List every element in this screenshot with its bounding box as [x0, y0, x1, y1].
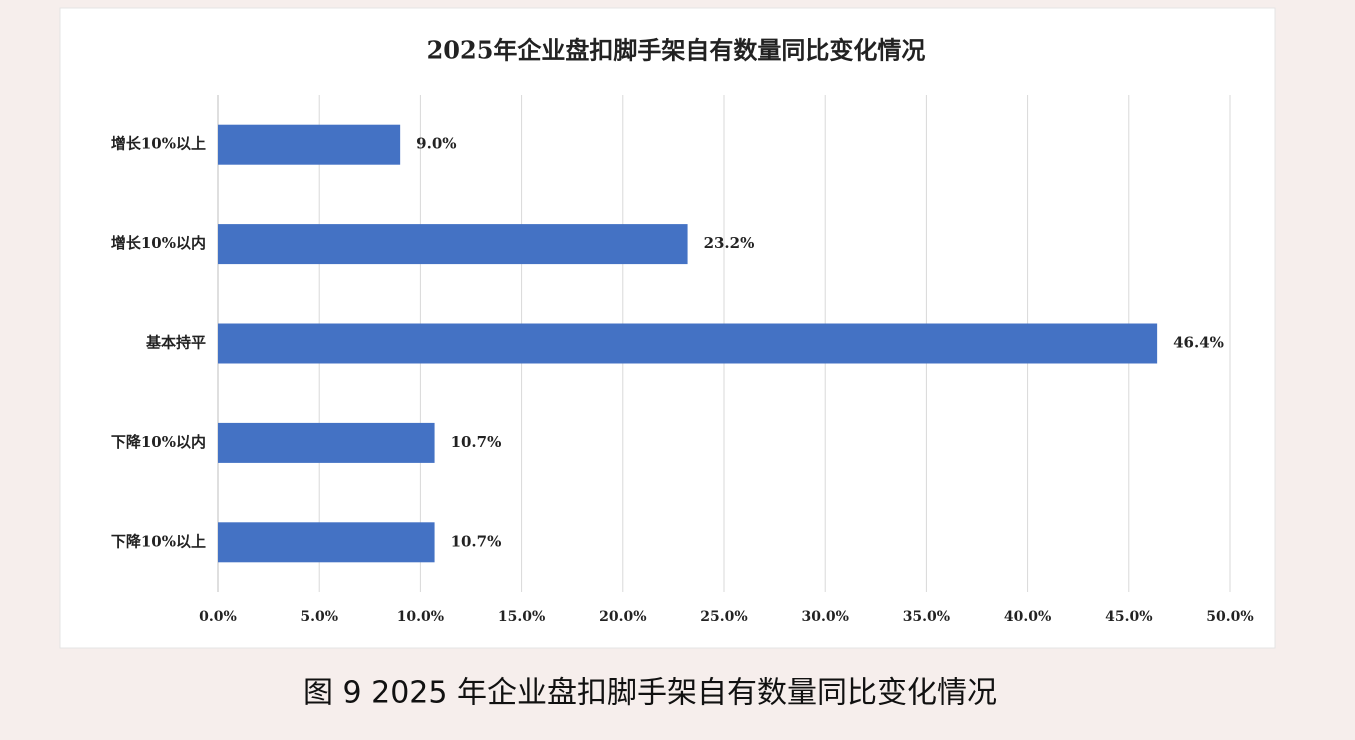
bar — [218, 422, 435, 463]
x-tick-label: 25.0% — [700, 609, 747, 625]
bar — [218, 124, 401, 165]
data-label: 10.7% — [451, 433, 502, 451]
bar — [218, 224, 688, 265]
x-tick-label: 0.0% — [199, 609, 237, 625]
x-tick-label: 10.0% — [397, 609, 444, 625]
y-tick-label: 下降10%以上 — [111, 532, 206, 550]
x-tick-label: 15.0% — [498, 609, 545, 625]
y-tick-label: 增长10%以上 — [111, 135, 206, 153]
x-tick-label: 30.0% — [801, 609, 848, 625]
y-tick-label: 增长10%以内 — [111, 234, 206, 252]
figure-caption: 图 9 2025 年企业盘扣脚手架自有数量同比变化情况 — [303, 676, 997, 711]
x-tick-label: 45.0% — [1105, 609, 1152, 625]
x-tick-label: 5.0% — [300, 609, 338, 625]
x-tick-label: 40.0% — [1004, 609, 1051, 625]
data-label: 46.4% — [1173, 334, 1224, 352]
bar — [218, 522, 435, 563]
data-label: 10.7% — [451, 532, 502, 550]
data-label: 9.0% — [416, 135, 456, 153]
y-tick-label: 下降10%以内 — [111, 433, 206, 451]
bar — [218, 323, 1158, 364]
y-tick-label: 基本持平 — [145, 334, 206, 352]
x-tick-label: 20.0% — [599, 609, 646, 625]
chart-title: 2025年企业盘扣脚手架自有数量同比变化情况 — [427, 36, 926, 65]
x-tick-label: 50.0% — [1206, 609, 1253, 625]
x-tick-label: 35.0% — [903, 609, 950, 625]
data-label: 23.2% — [704, 234, 755, 252]
